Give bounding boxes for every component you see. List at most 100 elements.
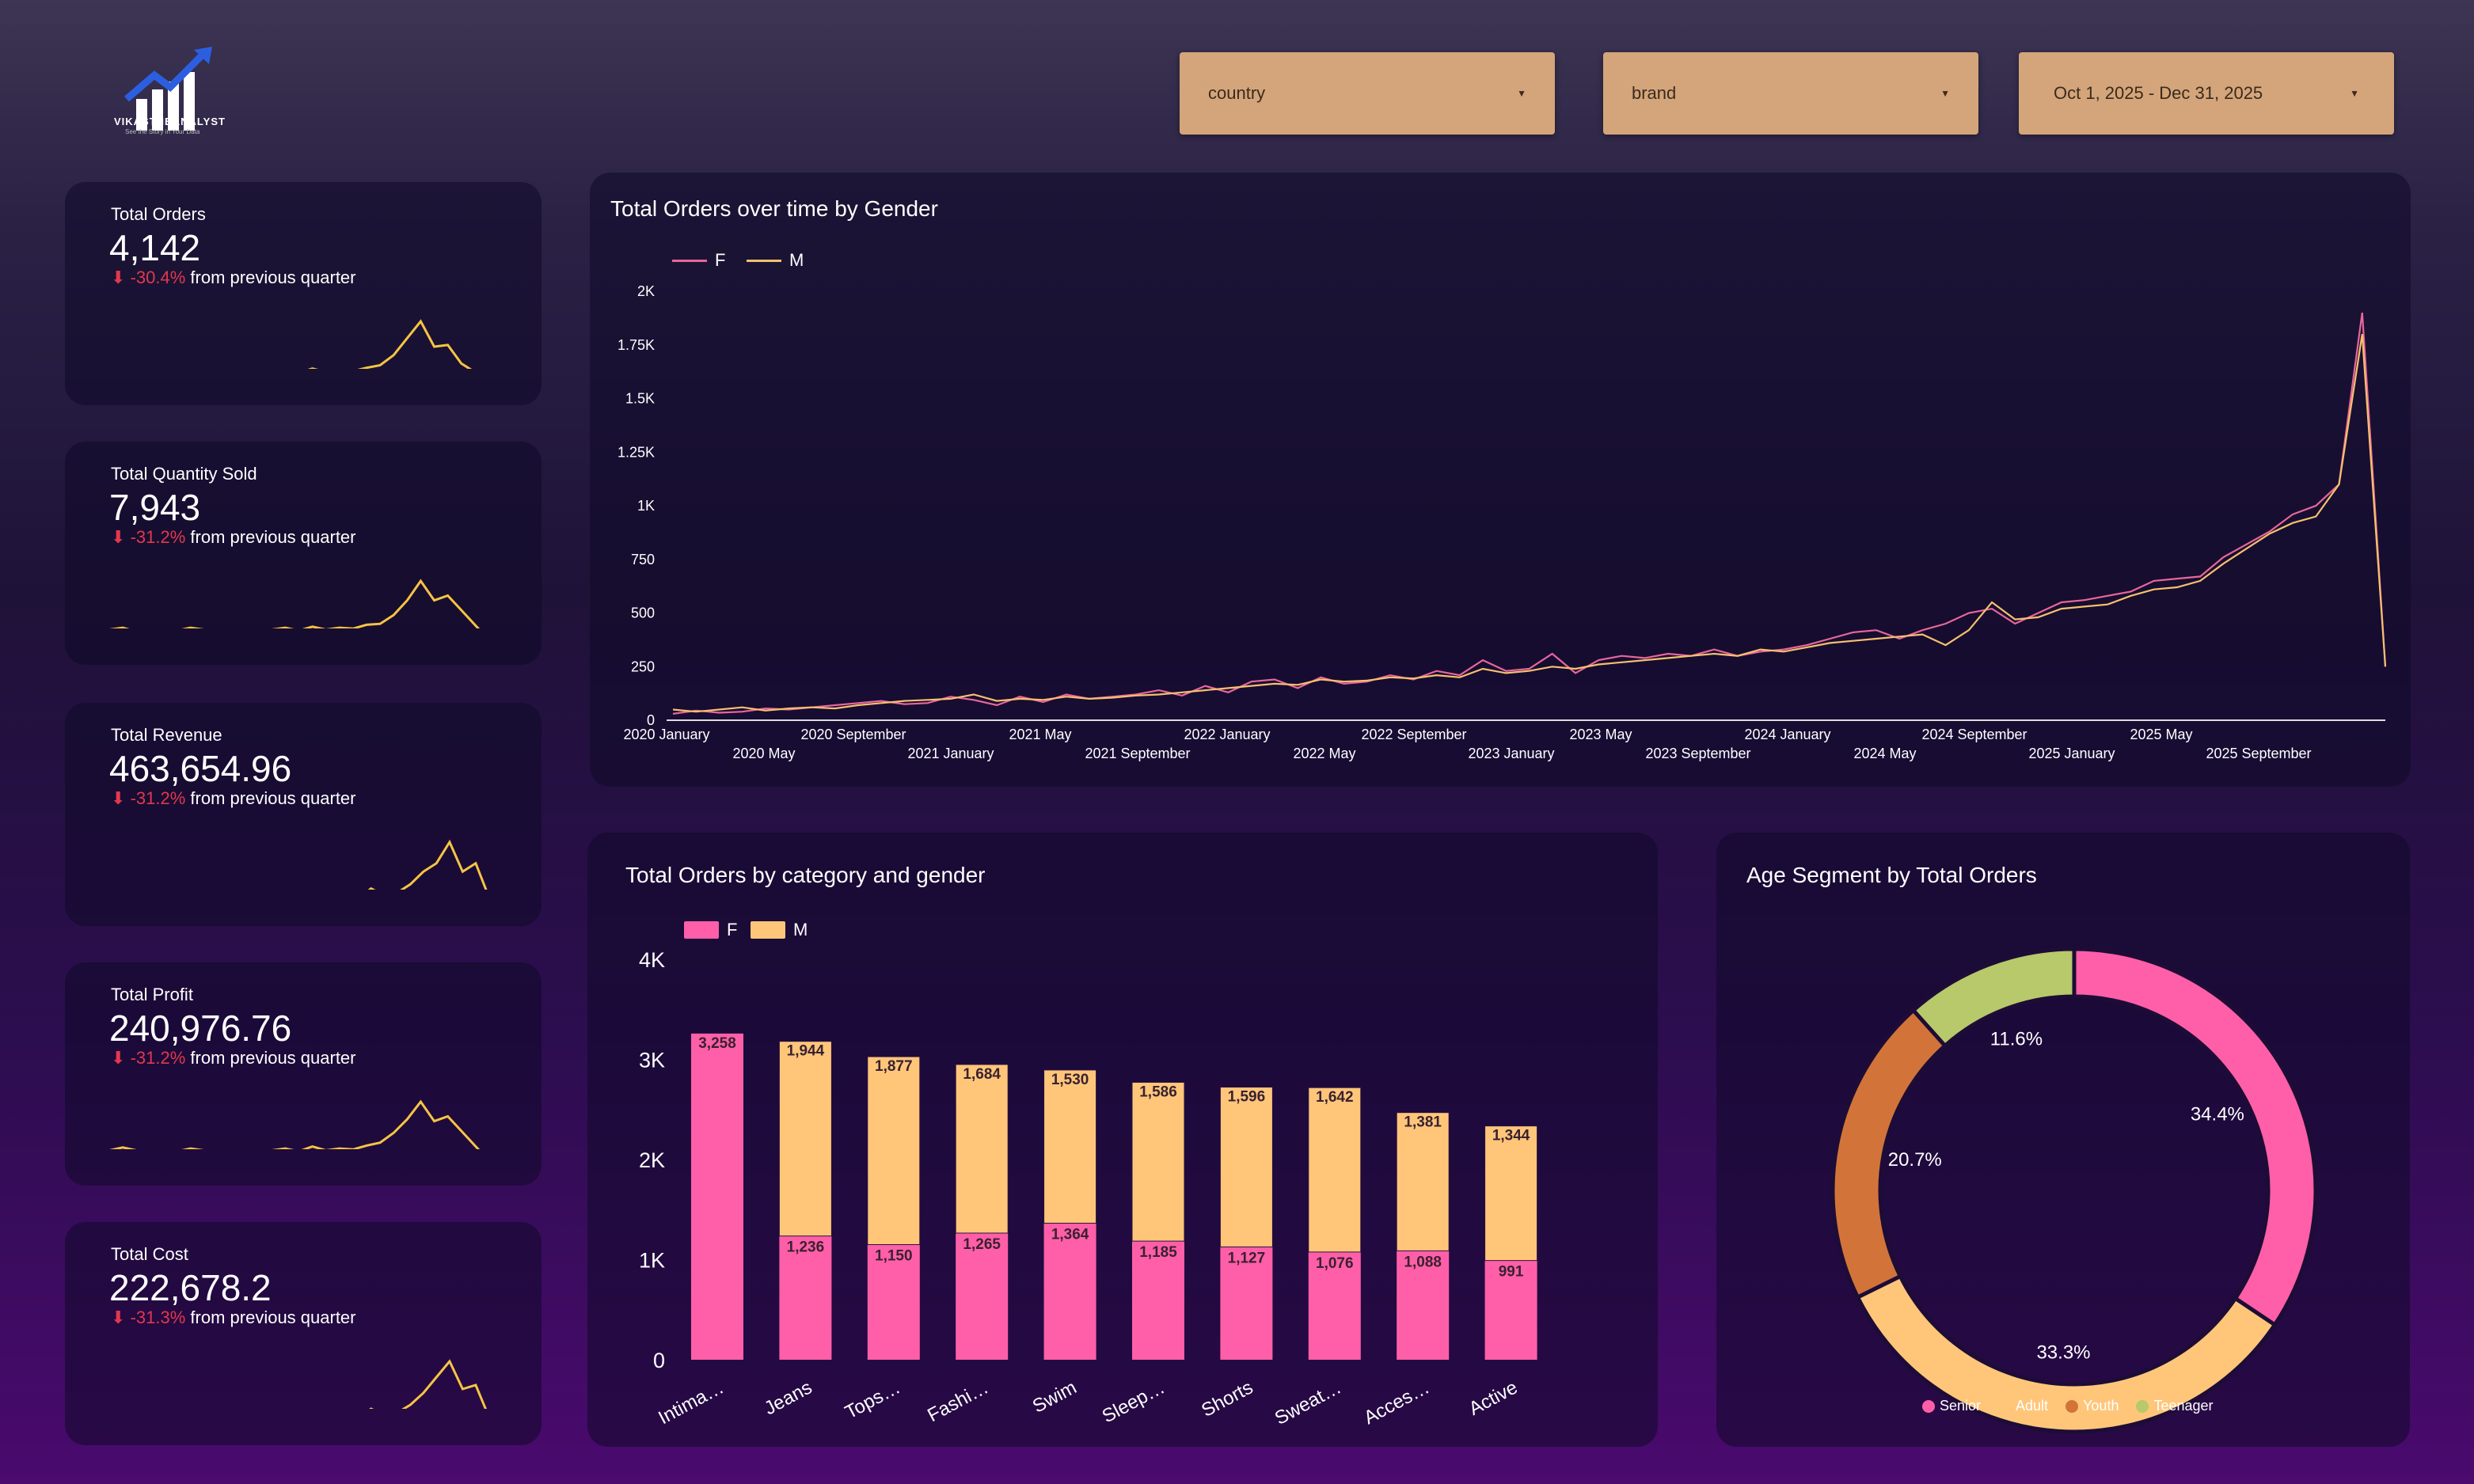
bar-f xyxy=(1484,1260,1537,1360)
kpi-title: Total Revenue xyxy=(111,725,222,745)
x-tick-label: 2021 May xyxy=(1009,727,1071,742)
legend-item-m[interactable]: M xyxy=(751,920,808,940)
kpi-card: Total Cost 222,678.2 ⬇ -31.3% from previ… xyxy=(65,1222,542,1445)
brand-filter-label: brand xyxy=(1632,83,1677,103)
line-chart[interactable]: 0 250 500 750 1K 1.25K 1.5K 1.75K 2K 2020 January… xyxy=(590,173,2411,787)
kpi-delta: ⬇ -31.2% from previous quarter xyxy=(111,788,356,809)
donut-chart[interactable]: 34.4% 33.3% 20.7% 11.6% xyxy=(1716,833,2410,1447)
sparkline-line xyxy=(369,1359,487,1409)
kpi-delta-value: -30.4% xyxy=(130,268,186,287)
y-tick-label: 750 xyxy=(631,552,655,567)
category-label: Sweat… xyxy=(1271,1376,1345,1429)
bar-m xyxy=(1131,1081,1185,1242)
bar-f xyxy=(1220,1247,1273,1360)
bar-total-label: 1,684 xyxy=(963,1066,1001,1083)
category-label: Shorts xyxy=(1198,1376,1256,1421)
y-tick-label: 2K xyxy=(639,1148,665,1172)
bar-f xyxy=(867,1244,920,1360)
bar-m xyxy=(1219,1087,1273,1247)
country-filter-dropdown[interactable]: country ▼ xyxy=(1180,52,1555,135)
legend-label-f: F xyxy=(727,920,738,939)
kpi-value: 240,976.76 xyxy=(109,1008,292,1049)
bar-total-label: 1,530 xyxy=(1051,1072,1089,1088)
legend-label-m: M xyxy=(793,920,808,939)
series-line-f xyxy=(672,312,2387,715)
x-tick-label: 2022 January xyxy=(1184,727,1270,742)
down-arrow-icon: ⬇ xyxy=(111,1048,126,1068)
legend-item-youth[interactable]: Youth xyxy=(2065,1398,2119,1414)
kpi-delta-value: -31.2% xyxy=(130,1048,186,1068)
x-tick-label: 2022 May xyxy=(1293,746,1355,761)
legend-dot-icon xyxy=(2065,1399,2079,1413)
age-segment-panel: Age Segment by Total Orders 34.4% 33.3% 20… xyxy=(1716,833,2410,1447)
kpi-title: Total Cost xyxy=(111,1244,188,1264)
legend-dot-icon xyxy=(2136,1399,2149,1413)
y-tick-label: 1.75K xyxy=(618,337,655,353)
kpi-sparkline xyxy=(109,1099,481,1149)
bar-m xyxy=(1308,1087,1362,1253)
bar-chart[interactable]: 0 1K 2K 3K 4K 3,258 Intima… 1,944 1,236 Jeans 1,87… xyxy=(587,833,1658,1447)
bar-m xyxy=(1484,1125,1538,1262)
bar-f-label: 1,127 xyxy=(1228,1250,1266,1266)
bar-total-label: 1,344 xyxy=(1492,1128,1530,1144)
donut-slice-label: 11.6% xyxy=(1990,1028,2043,1049)
legend-label-f: F xyxy=(715,250,726,270)
kpi-delta: ⬇ -31.2% from previous quarter xyxy=(111,1048,356,1068)
legend-item-adult[interactable]: Adult xyxy=(1998,1398,2048,1414)
x-tick-label: 2023 September xyxy=(1645,746,1750,761)
sparkline-line xyxy=(109,579,481,628)
kpi-value: 463,654.96 xyxy=(109,748,292,789)
kpi-delta-suffix: from previous quarter xyxy=(190,1308,356,1327)
down-arrow-icon: ⬇ xyxy=(111,1308,126,1327)
kpi-delta: ⬇ -30.4% from previous quarter xyxy=(111,268,356,288)
legend-swatch-f xyxy=(672,259,707,262)
sparkline-line xyxy=(307,319,473,369)
bar-f-label: 1,364 xyxy=(1051,1226,1089,1243)
legend-item-m[interactable]: M xyxy=(747,250,804,271)
chevron-down-icon: ▼ xyxy=(1517,88,1526,99)
y-tick-label: 250 xyxy=(631,659,655,674)
x-tick-label: 2021 September xyxy=(1085,746,1190,761)
legend-item-f[interactable]: F xyxy=(684,920,737,940)
legend-label: Senior xyxy=(1940,1398,1982,1414)
brand-filter-dropdown[interactable]: brand ▼ xyxy=(1603,52,1978,135)
kpi-delta-suffix: from previous quarter xyxy=(190,1048,356,1068)
x-tick-label: 2020 January xyxy=(623,727,709,742)
y-tick-label: 3K xyxy=(639,1049,665,1072)
kpi-card: Total Profit 240,976.76 ⬇ -31.2% from pr… xyxy=(65,962,542,1186)
brand-logo-icon xyxy=(124,47,212,131)
legend-item-teenager[interactable]: Teenager xyxy=(2136,1398,2214,1414)
bar-f-label: 991 xyxy=(1499,1264,1524,1281)
sparkline-line xyxy=(367,839,488,890)
kpi-delta-value: -31.2% xyxy=(130,527,186,547)
donut-slice-label: 33.3% xyxy=(2036,1342,2090,1364)
bar-m xyxy=(778,1041,832,1237)
legend-dot-icon xyxy=(1922,1399,1935,1413)
legend-item-senior[interactable]: Senior xyxy=(1922,1398,1981,1414)
bar-f xyxy=(1132,1241,1184,1360)
category-label: Fashi… xyxy=(924,1376,992,1426)
bar-total-label: 1,642 xyxy=(1316,1089,1354,1106)
x-tick-label: 2020 May xyxy=(732,746,795,761)
legend-swatch-m xyxy=(747,259,781,262)
legend-swatch-f xyxy=(684,921,719,939)
kpi-title: Total Profit xyxy=(111,985,193,1004)
x-tick-label: 2024 September xyxy=(1921,727,2027,742)
donut-slice-label: 20.7% xyxy=(1888,1149,1942,1171)
country-filter-label: country xyxy=(1208,83,1266,103)
legend-item-f[interactable]: F xyxy=(672,250,725,271)
category-label: Acces… xyxy=(1360,1376,1433,1429)
y-tick-label: 4K xyxy=(639,948,665,972)
date-range-filter-dropdown[interactable]: Oct 1, 2025 - Dec 31, 2025 ▼ xyxy=(2019,52,2394,135)
bar-m xyxy=(1043,1069,1097,1224)
bar-m xyxy=(867,1056,921,1246)
y-tick-label: 0 xyxy=(653,1349,665,1372)
kpi-sparkline xyxy=(307,319,473,369)
bar-total-label: 3,258 xyxy=(698,1035,736,1052)
x-tick-label: 2025 January xyxy=(2028,746,2115,761)
kpi-sparkline xyxy=(367,839,488,890)
kpi-sparkline xyxy=(369,1359,487,1409)
y-tick-label: 1.5K xyxy=(625,391,655,407)
category-label: Jeans xyxy=(761,1376,815,1419)
date-range-label: Oct 1, 2025 - Dec 31, 2025 xyxy=(2054,83,2263,103)
